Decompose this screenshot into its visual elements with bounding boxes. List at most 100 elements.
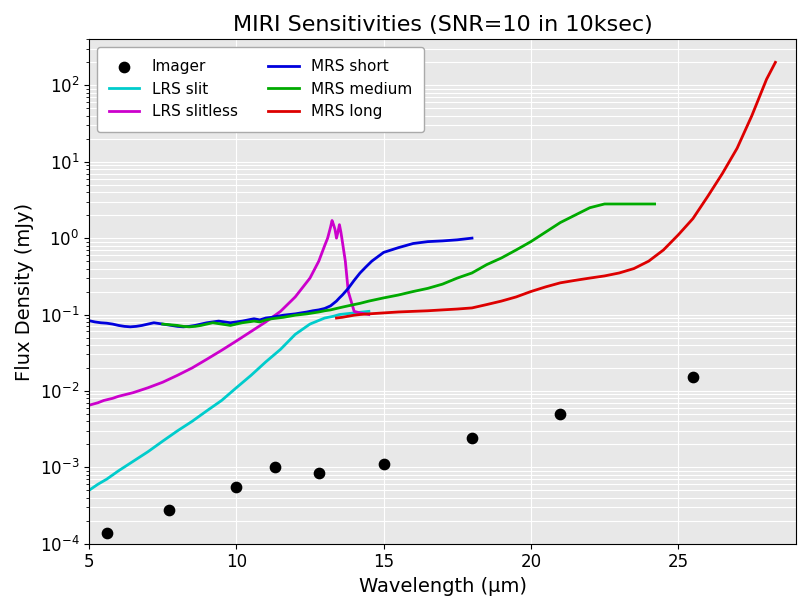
LRS slitless: [350, 308, 359, 315]
MRS short: [467, 235, 477, 242]
LRS slitless: [93, 399, 103, 406]
MRS long: [393, 309, 403, 316]
LRS slitless: [326, 223, 336, 230]
MRS long: [541, 284, 551, 291]
MRS long: [770, 59, 780, 66]
LRS slitless: [323, 235, 333, 242]
LRS slitless: [114, 393, 123, 400]
X-axis label: Wavelength (μm): Wavelength (μm): [358, 577, 526, 596]
LRS slitless: [217, 346, 226, 354]
Line: LRS slit: LRS slit: [89, 312, 369, 490]
LRS slitless: [187, 364, 197, 371]
LRS slit: [290, 331, 300, 338]
LRS slitless: [108, 395, 118, 402]
MRS short: [81, 316, 91, 324]
LRS slitless: [314, 257, 324, 265]
Imager: [377, 459, 390, 469]
MRS medium: [599, 200, 609, 208]
MRS medium: [355, 300, 365, 307]
MRS medium: [184, 323, 194, 331]
MRS long: [453, 306, 462, 313]
MRS long: [747, 112, 757, 119]
LRS slitless: [290, 293, 300, 301]
LRS slit: [261, 358, 271, 365]
MRS long: [332, 314, 341, 321]
Line: LRS slitless: LRS slitless: [89, 221, 369, 405]
Legend: Imager, LRS slit, LRS slitless, MRS short, MRS medium, MRS long: Imager, LRS slit, LRS slitless, MRS shor…: [97, 47, 424, 132]
Y-axis label: Flux Density (mJy): Flux Density (mJy): [15, 202, 34, 381]
LRS slitless: [320, 242, 329, 249]
LRS slitless: [355, 309, 365, 316]
MRS long: [659, 246, 668, 254]
LRS slit: [114, 467, 123, 475]
LRS slit: [231, 384, 241, 392]
LRS slit: [202, 407, 212, 414]
Imager: [686, 373, 699, 382]
MRS long: [379, 309, 388, 316]
LRS slitless: [341, 257, 350, 265]
LRS slit: [320, 314, 329, 321]
LRS slitless: [364, 311, 374, 318]
LRS slit: [187, 418, 197, 425]
MRS long: [526, 288, 536, 295]
MRS long: [423, 307, 432, 315]
Imager: [230, 482, 242, 492]
LRS slitless: [333, 229, 343, 236]
MRS long: [496, 298, 506, 305]
LRS slitless: [327, 217, 337, 224]
MRS long: [629, 265, 639, 272]
MRS short: [166, 322, 176, 329]
LRS slitless: [276, 308, 285, 315]
LRS slit: [247, 371, 256, 379]
LRS slit: [276, 346, 285, 353]
LRS slitless: [128, 389, 138, 397]
MRS long: [343, 313, 353, 320]
Imager: [162, 505, 175, 514]
MRS long: [688, 215, 697, 222]
MRS long: [364, 310, 374, 318]
LRS slitless: [337, 238, 347, 245]
LRS slit: [158, 437, 168, 445]
LRS slit: [102, 475, 112, 483]
Imager: [554, 409, 567, 419]
LRS slitless: [158, 379, 168, 386]
LRS slitless: [143, 384, 152, 392]
LRS slitless: [231, 337, 241, 345]
MRS short: [438, 237, 448, 244]
MRS long: [511, 293, 521, 301]
MRS long: [350, 312, 359, 319]
LRS slitless: [330, 225, 340, 233]
MRS short: [126, 323, 135, 331]
MRS medium: [225, 322, 235, 329]
LRS slitless: [247, 328, 256, 335]
MRS long: [355, 311, 365, 318]
MRS long: [337, 313, 347, 321]
LRS slitless: [305, 274, 315, 282]
MRS medium: [423, 285, 432, 292]
MRS long: [556, 279, 565, 287]
LRS slit: [173, 427, 182, 434]
LRS slitless: [336, 229, 345, 236]
MRS long: [762, 76, 771, 83]
Title: MIRI Sensitivities (SNR=10 in 10ksec): MIRI Sensitivities (SNR=10 in 10ksec): [233, 15, 652, 35]
Imager: [101, 528, 114, 538]
LRS slit: [84, 486, 94, 494]
MRS medium: [290, 312, 300, 319]
MRS long: [599, 273, 609, 280]
LRS slit: [364, 308, 374, 315]
MRS medium: [343, 302, 353, 310]
Imager: [312, 468, 325, 478]
MRS long: [615, 269, 624, 277]
MRS long: [673, 232, 683, 239]
MRS medium: [158, 320, 168, 327]
MRS long: [644, 257, 654, 265]
Line: MRS long: MRS long: [337, 62, 775, 318]
LRS slitless: [173, 371, 182, 379]
LRS slitless: [99, 397, 109, 404]
LRS slit: [128, 458, 138, 465]
MRS medium: [650, 200, 659, 208]
MRS long: [718, 170, 727, 177]
MRS long: [482, 301, 491, 308]
MRS long: [438, 306, 448, 313]
Line: MRS medium: MRS medium: [163, 204, 654, 327]
